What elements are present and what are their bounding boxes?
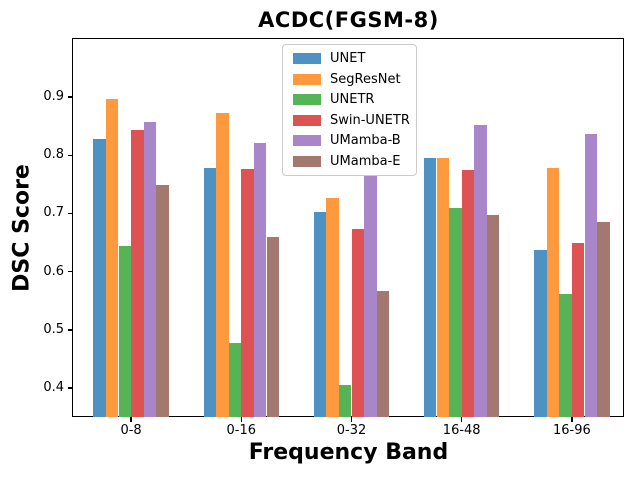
legend-swatch-UMamba-E xyxy=(293,155,321,167)
bar-UMamba-B-0-8 xyxy=(143,121,157,417)
legend-item-label: SegResNet xyxy=(330,71,401,87)
bar-UNET-16-96 xyxy=(534,249,547,417)
y-axis-label: DSC Score xyxy=(9,164,35,292)
bar-UMamba-E-16-96 xyxy=(597,221,610,417)
x-tick-label: 0-16 xyxy=(226,423,257,438)
y-tick-mark xyxy=(68,270,73,273)
bar-UNETR-0-16 xyxy=(228,343,242,417)
x-tick-label: 0-32 xyxy=(336,423,367,438)
bar-Swin-UNETR-0-32 xyxy=(351,229,365,417)
legend-swatch-UNET xyxy=(293,53,321,65)
y-tick-label: 0.8 xyxy=(43,147,64,163)
legend-swatch-UMamba-B xyxy=(293,135,321,147)
y-tick-label: 0.4 xyxy=(43,379,64,395)
y-tick-mark xyxy=(68,387,73,389)
legend-item-label: UNET xyxy=(330,51,366,67)
bar-UMamba-B-0-16 xyxy=(253,142,267,417)
y-tick-label: 0.5 xyxy=(43,321,64,337)
x-tick-label: 16-48 xyxy=(442,423,481,438)
legend-item-SegResNet: SegResNet xyxy=(293,72,406,88)
x-tick-mark xyxy=(130,417,132,422)
legend-item-UMamba-E: UMamba-E xyxy=(293,154,406,170)
bar-UMamba-B-16-48 xyxy=(474,125,487,417)
y-tick-mark xyxy=(68,154,73,157)
y-tick-mark xyxy=(68,96,73,98)
bar-Swin-UNETR-16-96 xyxy=(571,242,585,417)
bar-UNETR-0-8 xyxy=(118,246,132,417)
bar-SegResNet-16-96 xyxy=(546,168,560,417)
bar-UMamba-E-16-48 xyxy=(486,214,500,417)
bar-UMamba-B-16-96 xyxy=(584,134,598,417)
x-tick-label: 0-8 xyxy=(120,423,142,438)
y-tick-mark xyxy=(68,212,73,215)
bar-Swin-UNETR-16-48 xyxy=(461,169,475,417)
legend-swatch-SegResNet xyxy=(293,73,321,85)
legend-item-UNETR: UNETR xyxy=(293,92,406,108)
bar-UMamba-B-0-32 xyxy=(364,176,377,417)
bar-UNET-0-32 xyxy=(313,212,327,417)
y-tick-label: 0.7 xyxy=(43,205,64,221)
x-tick-mark xyxy=(460,417,463,422)
x-tick-mark xyxy=(240,417,243,422)
legend-item-UMamba-B: UMamba-B xyxy=(293,133,406,149)
legend-item-label: UMamba-B xyxy=(330,133,401,149)
bar-UNETR-16-48 xyxy=(449,208,462,417)
bar-SegResNet-0-32 xyxy=(326,198,339,417)
legend-item-label: Swin-UNETR xyxy=(330,112,410,128)
legend-item-label: UMamba-E xyxy=(330,153,401,169)
bar-Swin-UNETR-0-16 xyxy=(241,168,254,417)
y-tick-mark xyxy=(68,329,73,331)
chart-title: ACDC(FGSM-8) xyxy=(258,8,439,32)
bar-UNET-0-16 xyxy=(203,168,217,417)
legend-swatch-UNETR xyxy=(293,94,321,106)
x-tick-label: 16-96 xyxy=(553,423,591,438)
bar-UNET-16-48 xyxy=(423,157,437,417)
x-axis-label: Frequency Band xyxy=(248,440,449,465)
legend-item-label: UNETR xyxy=(330,92,375,108)
bar-UMamba-E-0-16 xyxy=(266,237,280,417)
x-tick-mark xyxy=(571,417,573,422)
y-tick-label: 0.6 xyxy=(43,263,64,279)
bar-UMamba-E-0-32 xyxy=(376,290,390,417)
bar-SegResNet-0-8 xyxy=(105,99,119,417)
bar-SegResNet-0-16 xyxy=(216,113,229,417)
y-tick-label: 0.9 xyxy=(43,89,64,105)
bar-UMamba-E-0-8 xyxy=(156,184,169,417)
bar-Swin-UNETR-0-8 xyxy=(131,129,144,417)
legend-item-Swin-UNETR: Swin-UNETR xyxy=(293,113,410,129)
legend-swatch-Swin-UNETR xyxy=(293,114,321,126)
legend: UNET SegResNet UNETR Swin-UNETR UMamba-B UMam… xyxy=(282,44,417,176)
legend-item-UNET: UNET xyxy=(293,51,406,67)
bar-SegResNet-16-48 xyxy=(436,157,450,417)
x-tick-mark xyxy=(350,417,353,422)
bar-UNETR-0-32 xyxy=(338,385,352,417)
bar-UNET-0-8 xyxy=(93,139,106,417)
bar-UNETR-16-96 xyxy=(559,294,572,417)
